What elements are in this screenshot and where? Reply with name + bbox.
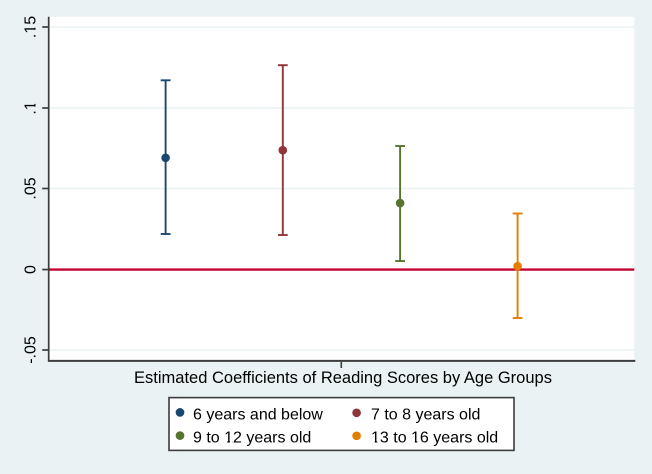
- svg-text:6 years and below: 6 years and below: [193, 406, 323, 423]
- svg-text:7 to 8 years old: 7 to 8 years old: [371, 406, 480, 423]
- svg-text:.05: .05: [23, 177, 40, 199]
- svg-text:Estimated Coefficients of Read: Estimated Coefficients of Reading Scores…: [134, 369, 552, 387]
- svg-text:0: 0: [23, 265, 40, 274]
- svg-text:9 to 12 years old: 9 to 12 years old: [193, 430, 311, 447]
- svg-text:13 to 16 years old: 13 to 16 years old: [371, 430, 498, 447]
- svg-text:-.05: -.05: [23, 336, 40, 364]
- svg-text:.1: .1: [23, 101, 40, 114]
